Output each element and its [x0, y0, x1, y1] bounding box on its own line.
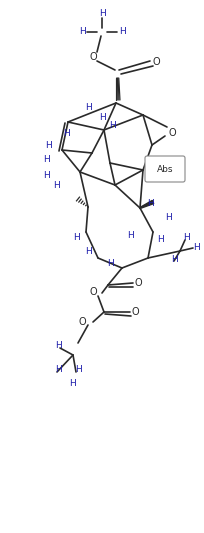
Text: H: H: [45, 141, 51, 149]
Text: Abs: Abs: [157, 165, 173, 174]
Text: H: H: [127, 230, 133, 239]
Text: H: H: [85, 247, 91, 256]
Text: H: H: [55, 341, 61, 350]
Text: H: H: [63, 128, 69, 138]
Text: O: O: [134, 278, 142, 288]
Text: H: H: [107, 259, 113, 268]
Text: H: H: [43, 156, 49, 165]
Text: H: H: [79, 28, 85, 36]
Text: O: O: [131, 307, 139, 317]
Text: O: O: [152, 57, 160, 67]
Text: H: H: [172, 255, 178, 264]
Text: H: H: [44, 171, 50, 180]
Text: H: H: [53, 181, 59, 190]
Text: H: H: [73, 233, 79, 243]
Text: H: H: [75, 366, 81, 375]
FancyBboxPatch shape: [145, 156, 185, 182]
Text: O: O: [89, 287, 97, 297]
Text: H: H: [99, 114, 105, 123]
Text: H: H: [109, 120, 115, 130]
Text: H: H: [147, 198, 153, 207]
Text: H: H: [165, 214, 171, 222]
Polygon shape: [140, 200, 154, 208]
Text: H: H: [99, 9, 105, 18]
Text: O: O: [78, 317, 86, 327]
Text: H: H: [85, 102, 91, 111]
Text: H: H: [183, 233, 189, 243]
Text: O: O: [89, 52, 97, 62]
Text: H: H: [157, 236, 163, 245]
Text: O: O: [168, 128, 176, 138]
Text: H: H: [55, 366, 61, 375]
Text: H: H: [193, 244, 199, 253]
Text: H: H: [119, 28, 125, 36]
Text: H: H: [69, 378, 75, 387]
